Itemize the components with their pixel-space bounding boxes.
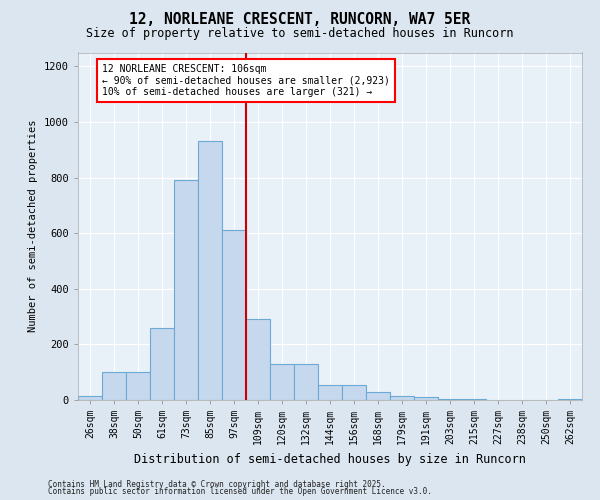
Bar: [78, 396, 102, 400]
Bar: [558, 398, 582, 400]
X-axis label: Distribution of semi-detached houses by size in Runcorn: Distribution of semi-detached houses by …: [134, 452, 526, 466]
Y-axis label: Number of semi-detached properties: Number of semi-detached properties: [28, 120, 38, 332]
Text: Contains public sector information licensed under the Open Government Licence v3: Contains public sector information licen…: [48, 488, 432, 496]
Bar: [366, 392, 390, 400]
Text: 12, NORLEANE CRESCENT, RUNCORN, WA7 5ER: 12, NORLEANE CRESCENT, RUNCORN, WA7 5ER: [130, 12, 470, 28]
Bar: [270, 364, 294, 400]
Bar: [102, 372, 126, 400]
Text: Contains HM Land Registry data © Crown copyright and database right 2025.: Contains HM Land Registry data © Crown c…: [48, 480, 386, 489]
Text: Size of property relative to semi-detached houses in Runcorn: Size of property relative to semi-detach…: [86, 28, 514, 40]
Bar: [390, 396, 414, 400]
Bar: [126, 372, 150, 400]
Bar: [318, 384, 342, 400]
Bar: [294, 364, 318, 400]
Bar: [222, 230, 246, 400]
Bar: [174, 180, 198, 400]
Bar: [438, 398, 462, 400]
Bar: [150, 328, 174, 400]
Bar: [342, 384, 366, 400]
Bar: [198, 142, 222, 400]
Bar: [414, 397, 438, 400]
Bar: [246, 320, 270, 400]
Text: 12 NORLEANE CRESCENT: 106sqm
← 90% of semi-detached houses are smaller (2,923)
1: 12 NORLEANE CRESCENT: 106sqm ← 90% of se…: [102, 64, 390, 97]
